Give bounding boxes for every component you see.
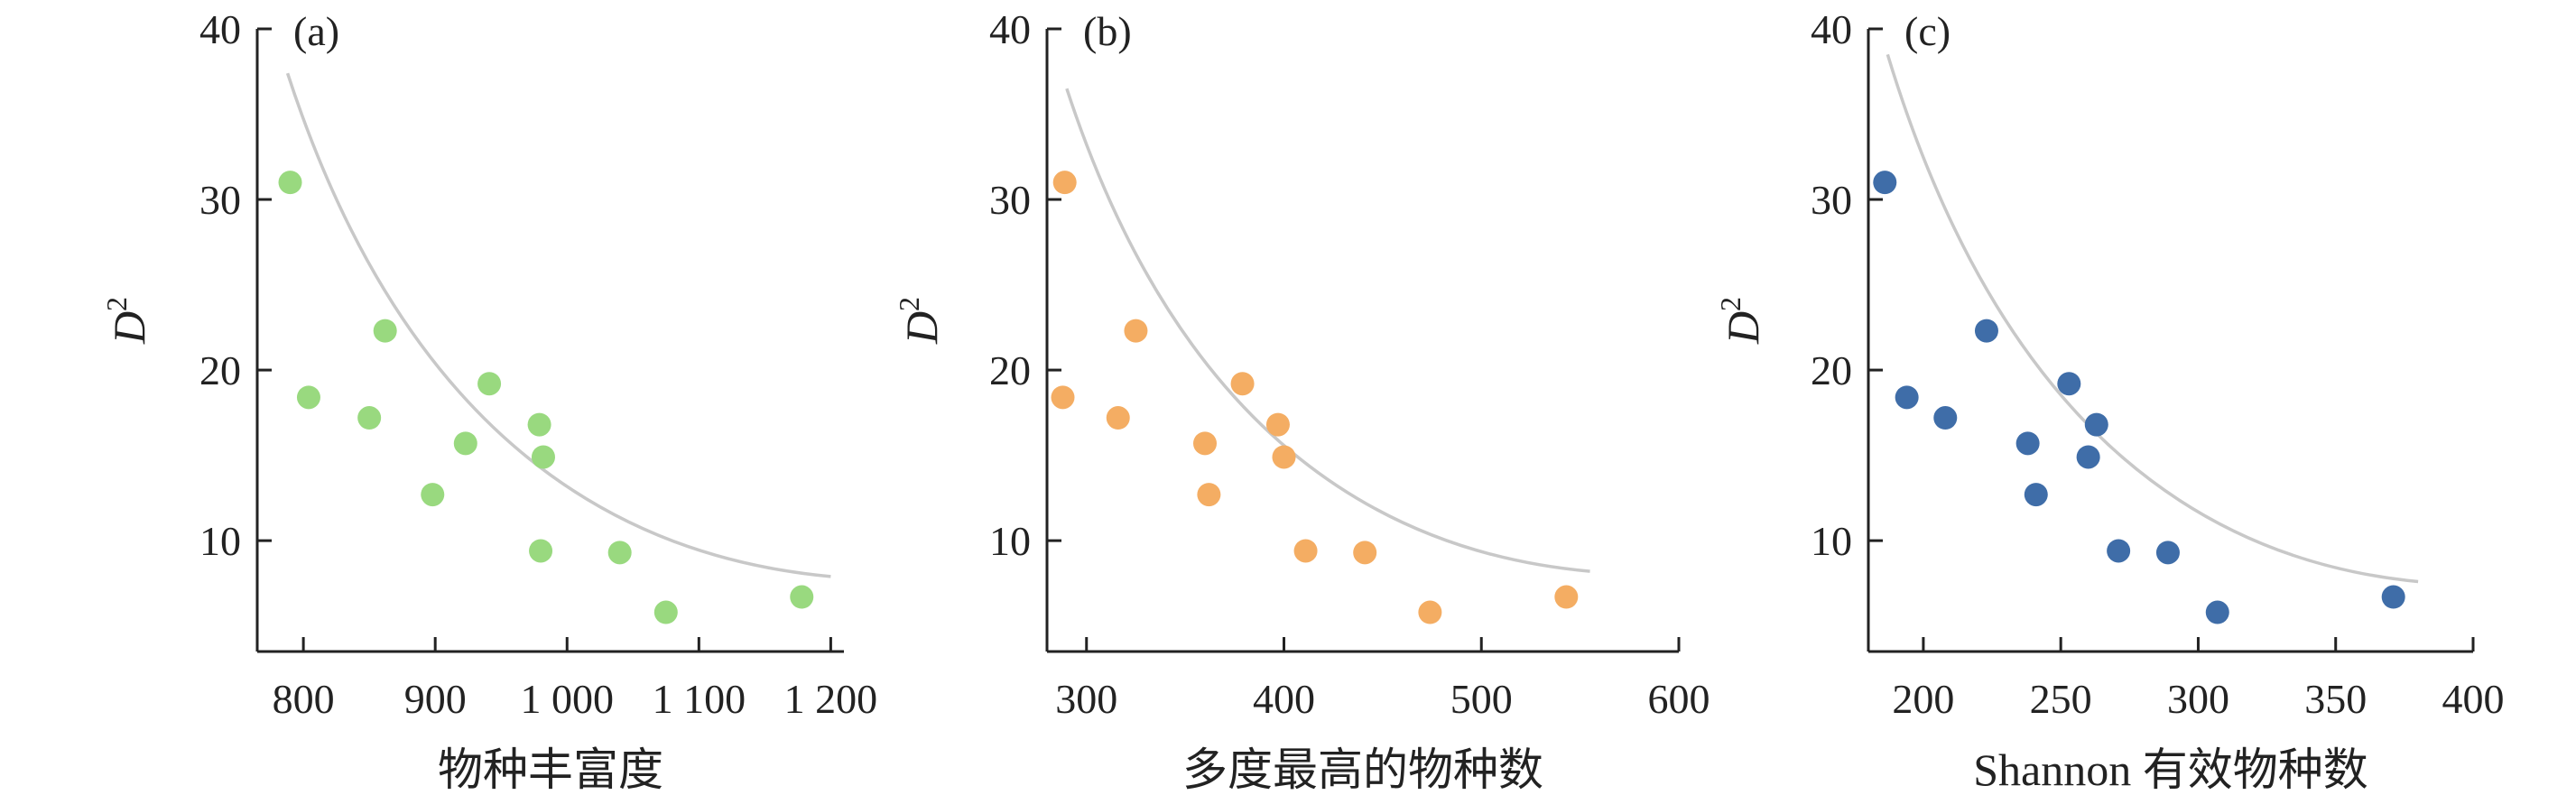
data-point [653,600,678,624]
data-point [1895,385,1919,410]
y-tick-label: 40 [1811,6,1852,52]
data-point [1418,600,1442,624]
data-point [1193,431,1217,456]
data-point [357,406,382,430]
y-tick-label: 10 [199,518,241,564]
panel-label: (b) [1083,8,1132,54]
panel-label: (a) [293,8,339,54]
data-point [1051,385,1075,410]
data-point [1052,171,1077,195]
data-point [2381,585,2405,609]
y-tick-label: 20 [989,347,1031,393]
data-point [296,385,320,410]
x-tick-label: 250 [2030,676,2092,722]
x-tick-label: 900 [404,676,467,722]
y-axis-title-main: D [104,311,154,345]
y-tick-label: 10 [989,518,1031,564]
data-point [1272,445,1296,469]
data-point [1933,406,1958,430]
y-tick-label: 20 [199,347,241,393]
x-tick-label: 1 200 [784,676,878,722]
panel-c: 10 20 30 40 200 250 300 350 400 (c) Shannon 有效物种数 D… [1714,6,2505,795]
y-axis-title-main: D [896,311,947,345]
data-point [421,483,445,507]
y-tick-label: 40 [199,6,241,52]
y-axis-title: D2 [893,297,947,345]
data-point [1554,585,1579,609]
data-point [1265,412,1290,437]
x-axis-title: 多度最高的物种数 [1182,744,1543,795]
y-tick-label: 10 [1811,518,1852,564]
data-point [1230,372,1255,396]
data-point [531,445,555,469]
data-point [1873,171,1897,195]
x-tick-label: 400 [1253,676,1315,722]
y-axis-title: D2 [1714,297,1768,345]
data-point [607,541,632,565]
data-point [2155,541,2180,565]
y-axis-title-superscript: 2 [1714,297,1747,311]
data-point [278,171,302,195]
x-tick-label: 500 [1450,676,1513,722]
data-point [2024,483,2048,507]
data-point [2015,431,2040,456]
x-axis-title: 物种丰富度 [438,744,663,795]
panel-label: (c) [1904,8,1951,54]
x-axis-title: Shannon 有效物种数 [1973,744,2368,795]
fit-curve [285,72,831,578]
y-tick-label: 30 [199,177,241,223]
data-point [1974,319,1998,343]
y-axis-title-superscript: 2 [893,297,925,311]
x-tick-label: 1 000 [521,676,615,722]
data-point [529,539,553,563]
y-tick-label: 40 [989,6,1031,52]
data-point [790,585,814,609]
data-point [2084,412,2108,437]
y-tick-label: 20 [1811,347,1852,393]
fit-curve [1886,53,2419,584]
y-tick-label: 30 [989,177,1031,223]
data-point [1197,483,1221,507]
data-point [1124,319,1148,343]
data-point [2107,539,2131,563]
panel-a: 10 20 30 40 800 900 1 000 1 100 1 200 (a) 物种丰富度 D2 [100,6,877,795]
data-point [2076,445,2100,469]
y-axis-title: D2 [100,297,154,345]
x-tick-label: 300 [1055,676,1117,722]
data-point [2205,600,2229,624]
x-tick-label: 200 [1892,676,1954,722]
data-point [453,431,477,456]
x-tick-label: 1 100 [653,676,746,722]
x-tick-label: 400 [2442,676,2505,722]
x-tick-label: 350 [2304,676,2367,722]
panel-b: 10 20 30 40 300 400 500 600 (b) 多度最高的物种数 D2 [893,6,1710,795]
y-axis-title-main: D [1718,311,1768,345]
data-point [1106,406,1130,430]
x-tick-label: 600 [1648,676,1710,722]
data-point [1353,541,1377,565]
x-tick-label: 300 [2167,676,2229,722]
data-point [477,372,502,396]
y-axis-title-superscript: 2 [100,297,133,311]
y-tick-label: 30 [1811,177,1852,223]
x-tick-label: 800 [273,676,335,722]
data-point [1293,539,1318,563]
data-point [2057,372,2081,396]
data-point [373,319,397,343]
data-point [527,412,551,437]
